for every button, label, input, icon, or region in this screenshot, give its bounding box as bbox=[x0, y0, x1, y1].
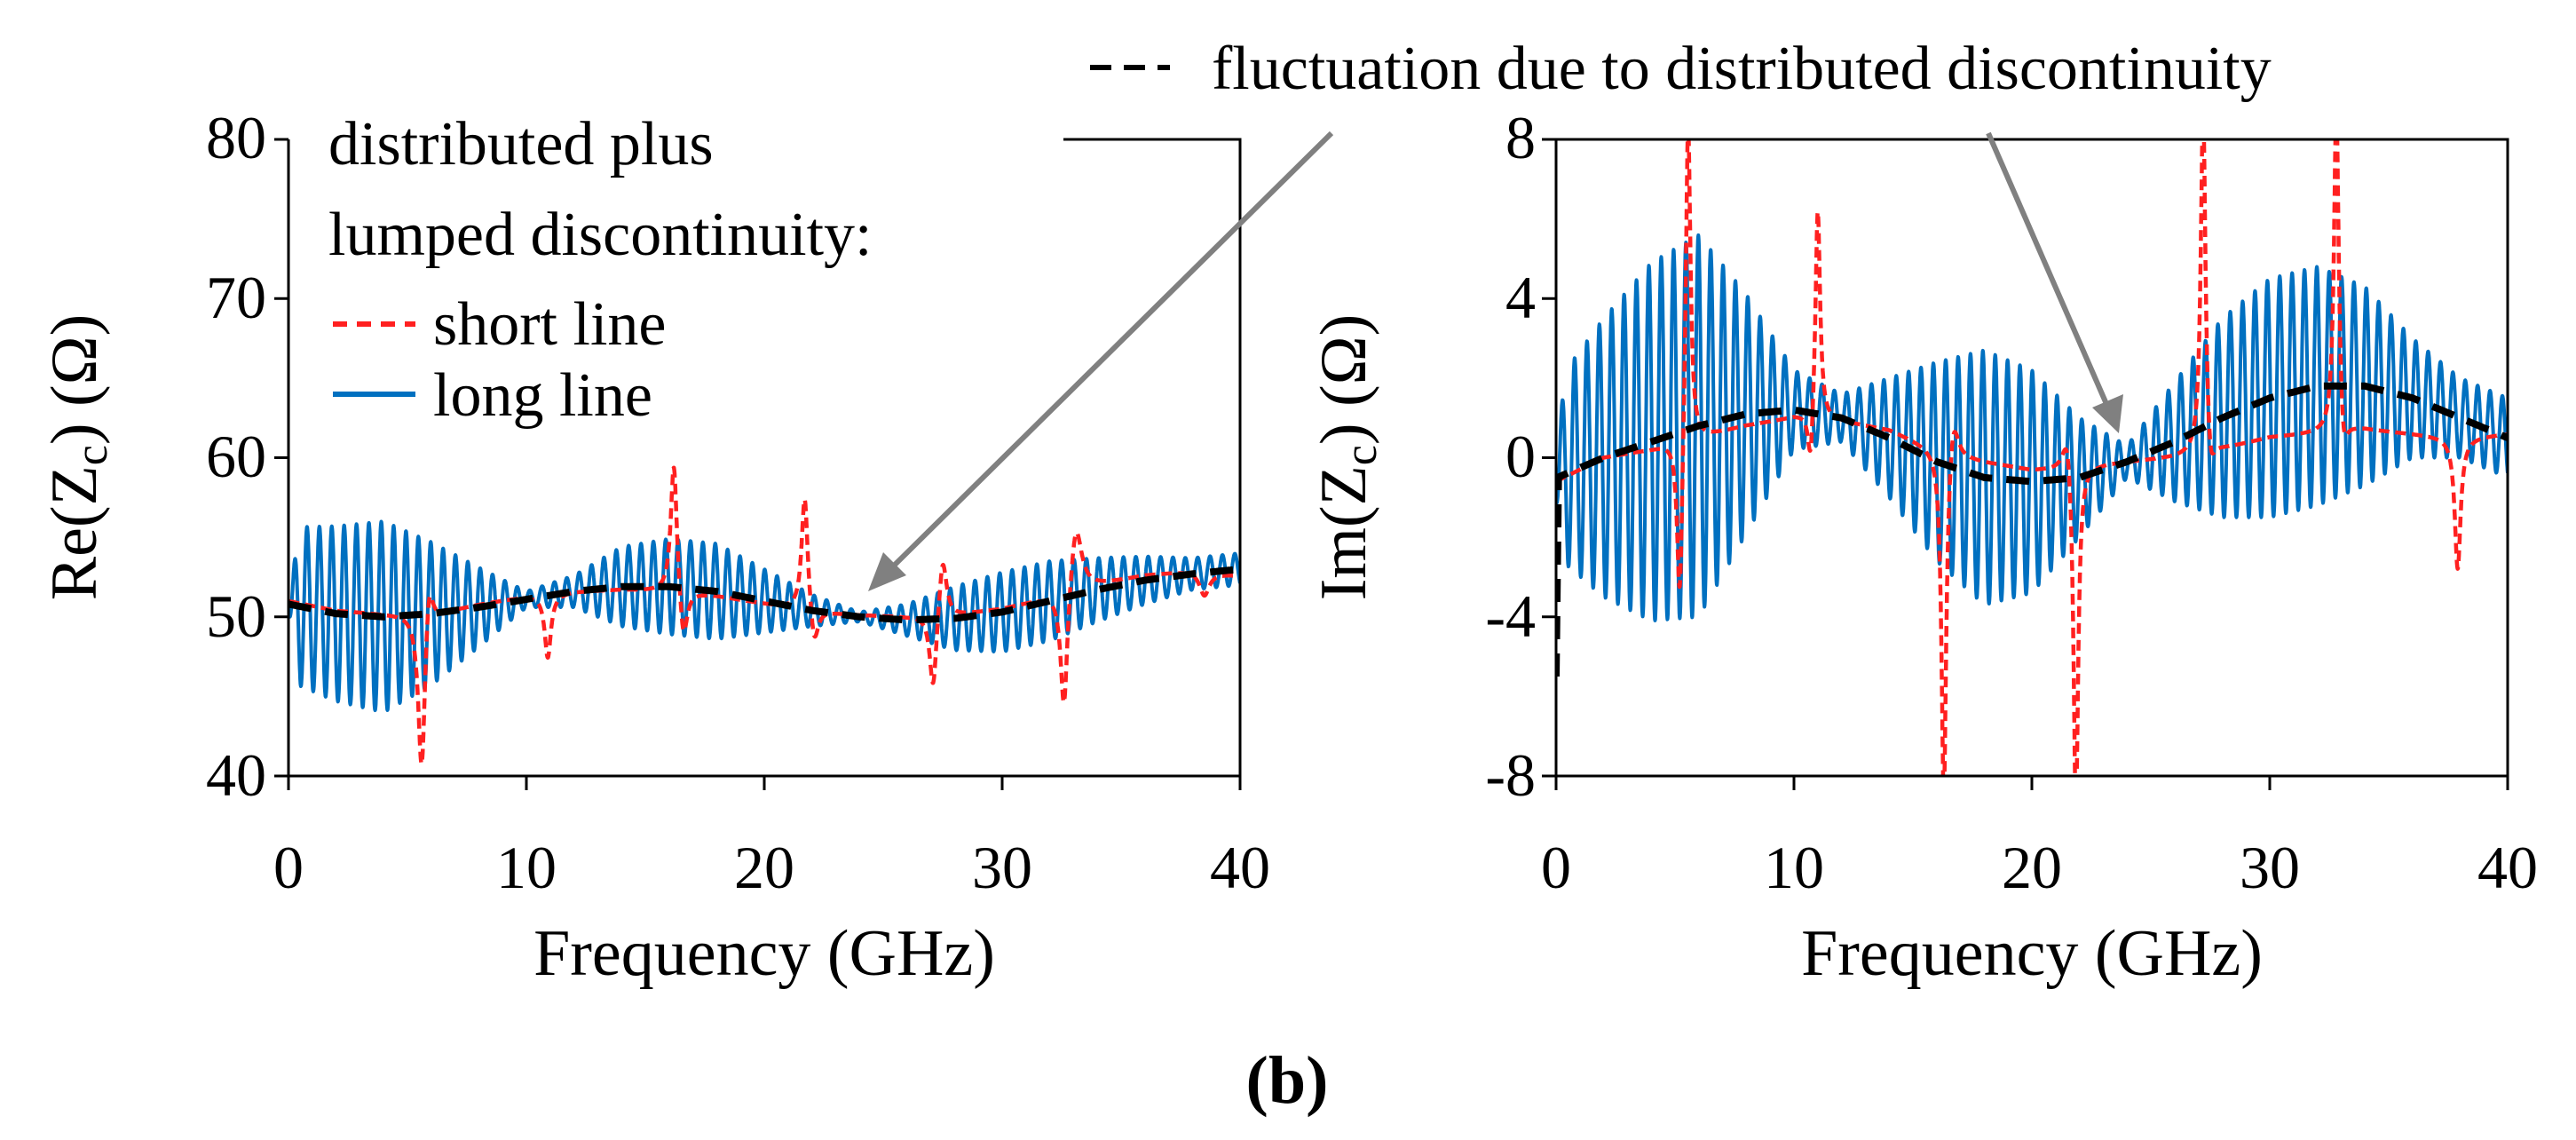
legend-title-line1: distributed plus bbox=[328, 110, 714, 178]
re-ytick-label: 80 bbox=[206, 104, 266, 171]
legend-label-short-line: short line bbox=[433, 290, 666, 359]
re-x-axis-label: Frequency (GHz) bbox=[533, 917, 995, 990]
re-xtick-label: 10 bbox=[496, 834, 557, 901]
legend-label-long-line: long line bbox=[433, 361, 652, 430]
re-y-axis-label: Re(Zc) (Ω) bbox=[38, 314, 117, 601]
re-ytick-label: 70 bbox=[206, 264, 266, 331]
im-ytick-label: -4 bbox=[1485, 582, 1536, 650]
legend: distributed plus lumped discontinuity: s… bbox=[328, 110, 872, 430]
im-series-short-line bbox=[1556, 107, 2508, 808]
im-xtick-label: 20 bbox=[2002, 834, 2062, 901]
re-xtick-label: 20 bbox=[734, 834, 794, 901]
annotation-arrowhead-right bbox=[2092, 394, 2123, 433]
im-plot-area bbox=[1556, 107, 2508, 808]
panel-label: (b) bbox=[1246, 1043, 1329, 1118]
re-xtick-label: 40 bbox=[1210, 834, 1270, 901]
im-ytick-label: -8 bbox=[1485, 741, 1536, 809]
im-ytick-label: 8 bbox=[1505, 104, 1536, 171]
im-xtick-label: 30 bbox=[2240, 834, 2300, 901]
im-y-axis-label: Im(Zc) (Ω) bbox=[1308, 314, 1387, 601]
figure: 40 50 60 70 80 0 10 20 30 40 Frequency (… bbox=[0, 0, 2576, 1140]
im-chart: -8 -4 0 4 8 0 10 20 30 40 Frequency (GHz… bbox=[1308, 104, 2538, 990]
im-xtick-label: 10 bbox=[1764, 834, 1824, 901]
im-xtick-label: 40 bbox=[2477, 834, 2538, 901]
annotation-text: fluctuation due to distributed discontin… bbox=[1212, 35, 2272, 103]
im-ytick-label: 4 bbox=[1505, 264, 1536, 331]
annotation-arrow-left bbox=[889, 133, 1331, 570]
re-series-long-line bbox=[288, 522, 1240, 711]
re-series-short-line bbox=[288, 468, 1240, 764]
legend-title-line2: lumped discontinuity: bbox=[328, 201, 872, 269]
im-xtick-label: 0 bbox=[1541, 834, 1571, 901]
re-xtick-label: 30 bbox=[972, 834, 1032, 901]
re-ytick-label: 60 bbox=[206, 423, 266, 490]
re-plot-area bbox=[288, 468, 1240, 764]
re-ytick-label: 50 bbox=[206, 582, 266, 650]
im-x-axis-label: Frequency (GHz) bbox=[1801, 917, 2263, 990]
re-xtick-label: 0 bbox=[273, 834, 304, 901]
im-ytick-label: 0 bbox=[1505, 423, 1536, 490]
re-ytick-label: 40 bbox=[206, 741, 266, 809]
